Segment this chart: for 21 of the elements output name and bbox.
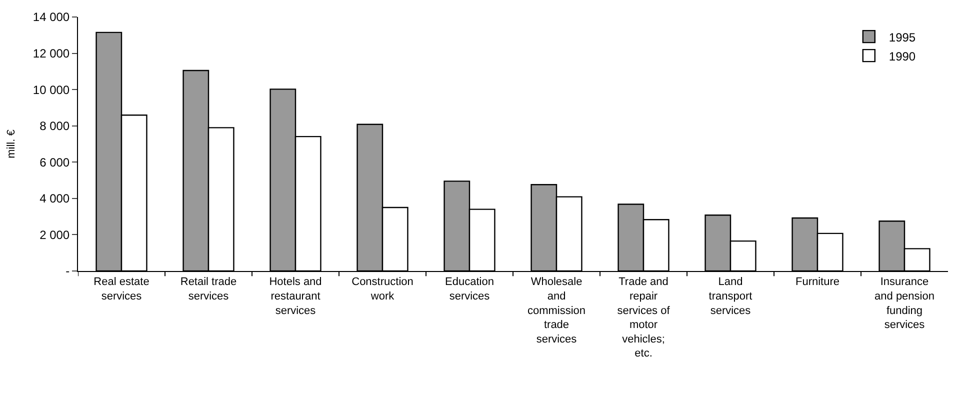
x-tick-label: Trade and repair services of motor vehicles; etc. — [617, 276, 671, 360]
x-tick-label: Education services — [445, 276, 494, 302]
x-tick-label: Wholesale and commission trade services — [527, 276, 586, 346]
y-tick-label: 14 000 — [32, 10, 70, 24]
y-axis-title: mill. € — [6, 130, 18, 158]
x-tick-label: Furniture — [795, 276, 840, 288]
legend-label: 1990 — [888, 49, 916, 64]
y-tick-label: - — [66, 264, 70, 278]
y-tick-label: 10 000 — [32, 82, 70, 97]
x-tick-label: Real estate services — [94, 276, 150, 302]
x-tick-label: Retail trade services — [180, 276, 237, 302]
y-tick-label: 6 000 — [40, 155, 70, 170]
y-tick-label: 4 000 — [40, 192, 70, 206]
legend-label: 1995 — [888, 30, 916, 44]
x-tick-label: Land transport services — [708, 276, 752, 317]
y-tick-label: 12 000 — [32, 46, 70, 60]
x-tick-label: Insurance and pension funding services — [874, 276, 934, 332]
y-tick-label: 2 000 — [40, 228, 70, 242]
x-tick-label: Construction work — [352, 276, 414, 302]
y-tick-label: 8 000 — [40, 119, 70, 134]
x-tick-label: Hotels and restaurant services — [269, 276, 322, 317]
